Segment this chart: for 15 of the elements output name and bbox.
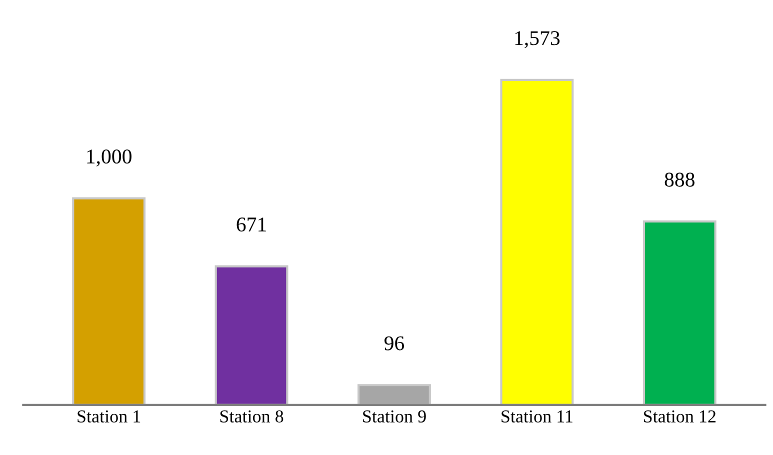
- data-label: 1,000: [87, 149, 132, 167]
- x-tick-label: Station 12: [644, 410, 716, 423]
- x-tick-label: Station 1: [78, 410, 140, 423]
- data-label: 1,573: [515, 31, 560, 48]
- data-label: 888: [664, 172, 694, 187]
- bar: [500, 78, 574, 405]
- bar: [358, 384, 431, 405]
- x-tick-label: Station 8: [220, 410, 284, 423]
- bar: [214, 265, 288, 405]
- x-tick-label: Station 11: [502, 410, 572, 423]
- x-tick-label: Station 9: [363, 410, 426, 423]
- data-label: 96: [384, 336, 404, 350]
- bar: [72, 197, 146, 405]
- data-label: 671: [236, 218, 266, 232]
- bar: [642, 220, 716, 405]
